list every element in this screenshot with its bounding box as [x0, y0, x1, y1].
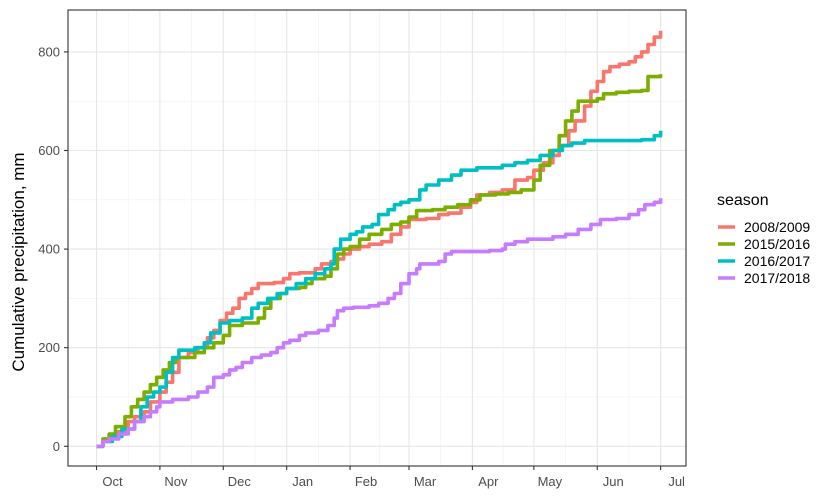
x-tick-label: Jul	[668, 474, 685, 489]
x-tick-label: Apr	[478, 474, 499, 489]
x-tick-label: Oct	[102, 474, 123, 489]
legend-label-2008-2009: 2008/2009	[744, 219, 810, 235]
y-tick-label: 800	[38, 44, 60, 59]
y-tick-label: 600	[38, 143, 60, 158]
x-tick-label: Mar	[414, 474, 437, 489]
axes: 0 200 400 600 800 Oct Nov Dec Jan Feb Mar Apr May Jun…	[38, 44, 685, 489]
y-tick-label: 400	[38, 242, 60, 257]
x-tick-label: Nov	[164, 474, 188, 489]
legend-label-2016-2017: 2016/2017	[744, 253, 810, 269]
legend: season 2008/20092015/20162016/20172017/2…	[717, 192, 810, 286]
x-tick-label: Dec	[228, 474, 252, 489]
panel-border	[67, 9, 687, 467]
x-tick-label: Jan	[292, 474, 313, 489]
legend-label-2017-2018: 2017/2018	[744, 270, 810, 286]
legend-label-2015-2016: 2015/2016	[744, 236, 810, 252]
x-tick-label: Feb	[355, 474, 377, 489]
y-axis-title: Cumulative precipitation, mm	[9, 152, 28, 371]
series-line-2015-2016	[96, 74, 663, 449]
x-tick-label: May	[538, 474, 563, 489]
x-tick-label: Jun	[603, 474, 624, 489]
series-lines	[96, 30, 663, 449]
plot-panel	[68, 10, 686, 466]
series-line-2016-2017	[96, 130, 663, 449]
plot-frame	[67, 9, 687, 467]
legend-title: season	[717, 192, 769, 209]
panel-background	[68, 10, 686, 466]
y-tick-label: 0	[53, 439, 60, 454]
series-line-2017-2018	[96, 198, 663, 449]
y-tick-label: 200	[38, 340, 60, 355]
